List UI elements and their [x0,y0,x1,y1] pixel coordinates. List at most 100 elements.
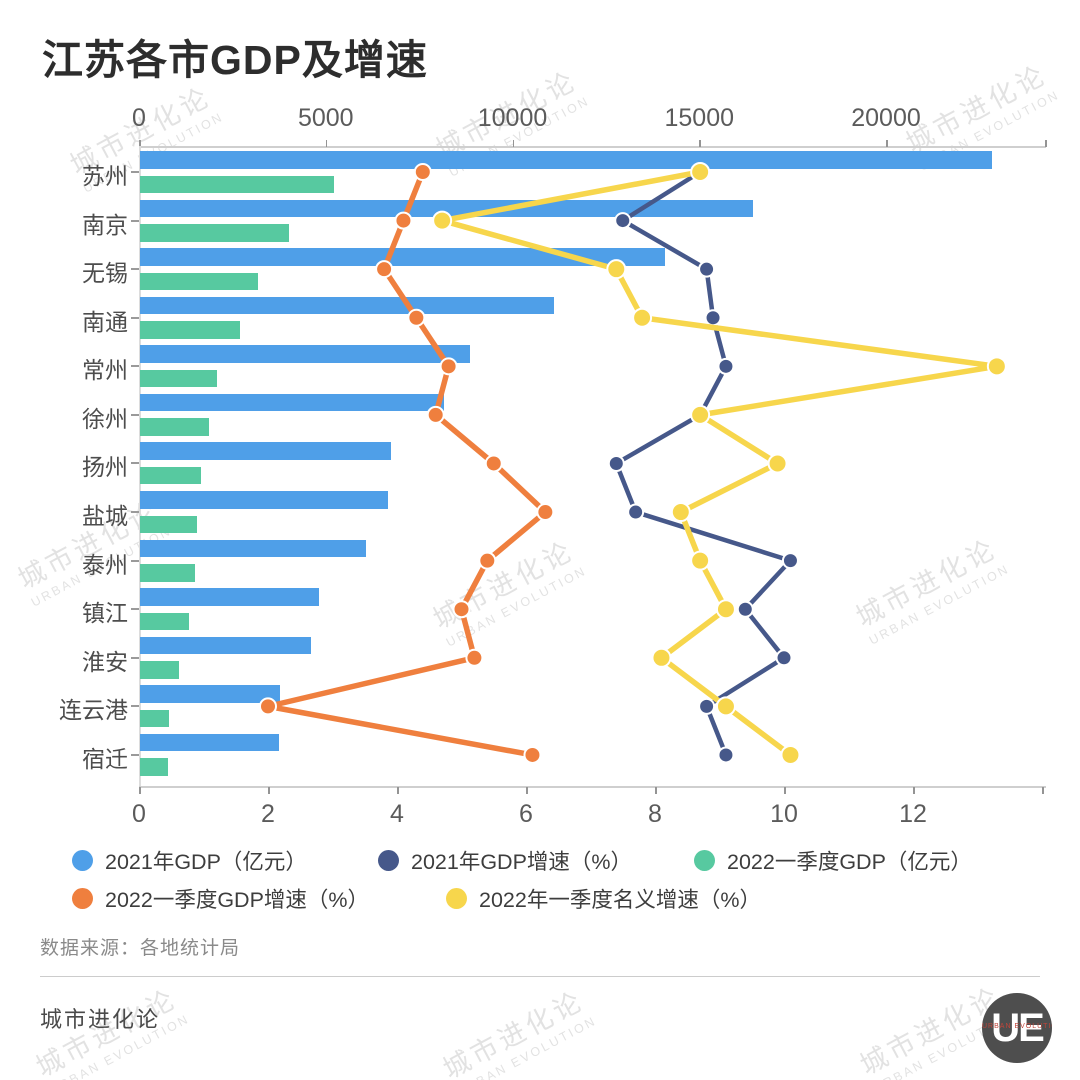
bottom-axis-tick [139,787,141,794]
data-point [484,454,503,473]
bar-2022q1-gdp [140,369,217,388]
category-tick [131,171,139,173]
bottom-axis-tick [526,787,528,794]
category-tick [131,268,139,271]
data-point [736,600,754,618]
bar-2022q1-gdp [140,758,169,776]
bar-2022q1-gdp [140,272,259,291]
bottom-axis-tick-label: 10 [770,800,798,828]
data-point [767,453,788,474]
category-tick [131,559,139,562]
category-tick [131,753,139,756]
top-axis-tick [699,140,701,147]
data-point [704,309,722,327]
logo-subtext: URBAN EVOLUTION [982,1023,1052,1030]
bar-2021-gdp [140,685,280,703]
category-label: 镇江 [82,600,128,627]
category-label: 扬州 [82,454,128,481]
bar-2021-gdp [140,733,280,752]
legend-label: 2021年GDP增速（%） [411,849,633,874]
bar-2022q1-gdp [140,709,169,728]
bar-2022q1-gdp [140,564,196,582]
top-axis-tick [512,140,514,147]
legend-dot [378,849,399,871]
data-point [607,454,625,472]
bottom-axis-tick [655,787,657,794]
bottom-axis-tick [784,787,786,794]
left-axis-line [139,146,141,786]
top-axis-tick [325,140,328,147]
bottom-axis-tick-label: 12 [899,800,927,828]
data-point [632,307,653,328]
data-point [651,647,672,668]
top-axis-tick-label: 0 [132,104,146,132]
bottom-axis-tick [268,787,270,794]
legend-item: 2022年一季度名义增速（%） [446,884,761,912]
data-point [523,745,542,764]
data-point [780,744,801,765]
legend-item: 2022一季度GDP增速（%） [72,884,369,912]
bar-2022q1-gdp [140,418,210,436]
legend-label: 2022年一季度名义增速（%） [479,887,761,912]
bottom-axis-tick-label: 6 [519,800,533,828]
category-tick [131,219,139,222]
bottom-axis-end-tick [1042,787,1044,794]
category-label: 泰州 [82,551,128,578]
bar-2021-gdp [140,199,754,218]
top-axis-tick [886,140,888,147]
category-tick [131,462,139,465]
category-label: 连云港 [59,697,128,724]
legend-dot [446,887,467,909]
bottom-axis-tick-label: 0 [132,800,146,828]
category-label: 徐州 [82,405,128,432]
legend-item: 2021年GDP（亿元） [72,846,307,874]
footer-divider [40,976,1040,977]
ue-logo: UE URBAN EVOLUTION [982,993,1052,1063]
bar-2021-gdp [140,636,311,655]
legend-label: 2022一季度GDP增速（%） [105,887,370,912]
bottom-axis-tick [913,787,915,794]
category-label: 苏州 [82,163,128,189]
data-point [452,600,471,619]
bar-2022q1-gdp [140,612,189,631]
data-point [691,406,709,424]
legend-item: 2022一季度GDP（亿元） [694,846,972,874]
legend-item: 2021年GDP增速（%） [378,846,632,874]
data-source: 数据来源：各地统计局 [40,938,241,959]
bar-2021-gdp [140,539,366,558]
top-axis-line [139,146,1046,148]
bottom-axis-tick [397,787,399,794]
data-point [690,404,711,425]
data-point [715,599,736,620]
category-label: 南通 [82,308,128,335]
data-point [715,696,736,717]
bar-2022q1-gdp [140,515,198,534]
bar-2021-gdp [140,296,554,315]
legend-dot [72,887,93,909]
data-point [670,502,691,523]
bar-2022q1-gdp [140,661,179,679]
top-axis-tick-label: 20000 [851,104,921,132]
top-axis-tick-label: 5000 [297,104,354,132]
category-label: 无锡 [82,260,128,287]
category-label: 盐城 [82,503,128,530]
footer-brand: 城市进化论 [40,1007,161,1032]
legend-label: 2022一季度GDP（亿元） [727,849,972,874]
category-tick [131,705,139,708]
data-point [627,503,645,521]
bar-2021-gdp [140,151,992,169]
category-tick [131,608,139,611]
category-label: 淮安 [82,648,128,675]
top-axis-tick-label: 15000 [664,104,735,132]
bar-2021-gdp [140,248,666,266]
data-point [536,503,555,522]
legend-label: 2021年GDP（亿元） [105,849,307,874]
top-axis-tick [139,140,141,147]
category-tick [131,365,139,368]
bar-2022q1-gdp [140,321,240,339]
data-point [478,551,497,570]
category-label: 宿迁 [82,745,128,772]
legend-dot [694,849,715,871]
top-axis-end-tick [1045,140,1047,147]
